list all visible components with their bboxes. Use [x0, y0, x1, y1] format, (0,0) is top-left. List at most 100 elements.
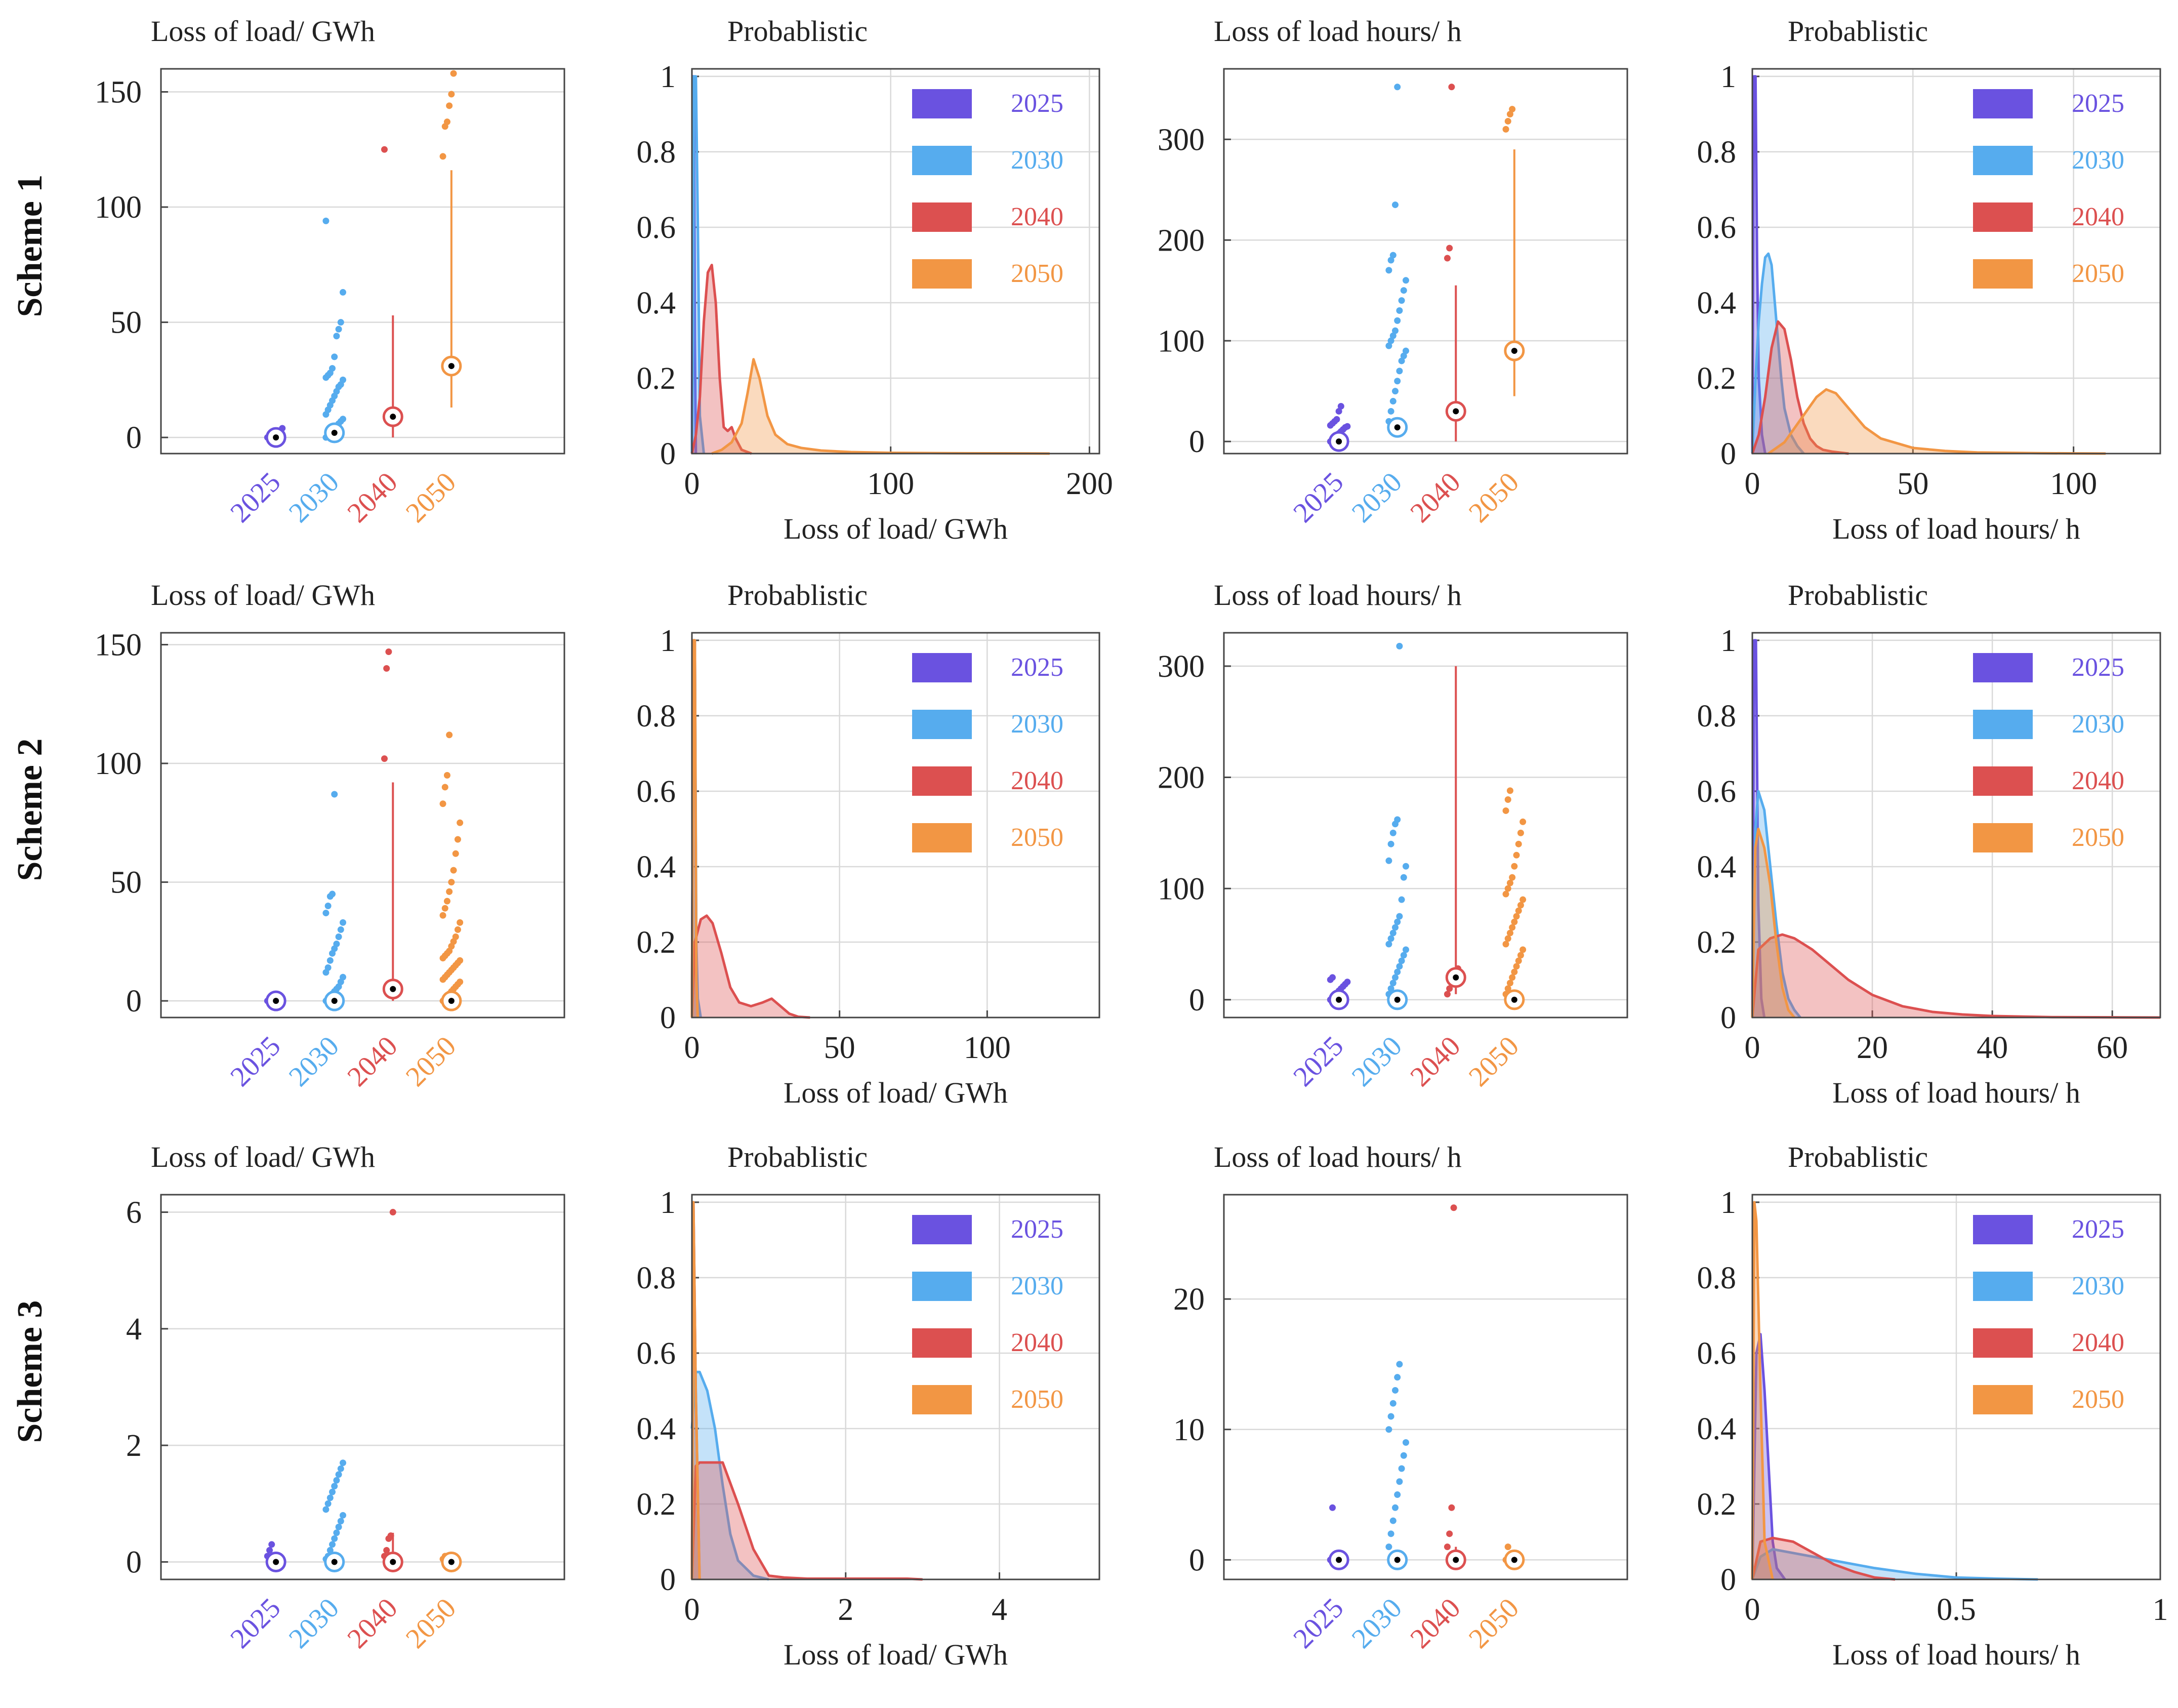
data-point: [337, 1465, 344, 1472]
data-point: [1448, 84, 1455, 91]
x-tick-label: 0: [684, 467, 700, 501]
data-point: [1337, 402, 1344, 410]
data-point: [389, 1209, 396, 1216]
panel-title: Probablistic: [1788, 579, 1928, 612]
plot-frame: [691, 68, 1100, 455]
data-point: [1506, 929, 1513, 937]
plot-frame: [691, 1194, 1100, 1580]
data-point: [329, 1488, 336, 1495]
data-point: [1385, 1426, 1392, 1433]
legend-swatch: [912, 653, 972, 682]
category-label: 2030: [1346, 466, 1408, 528]
data-point: [1444, 991, 1451, 998]
legend-swatch: [1973, 1328, 2033, 1358]
data-point: [454, 926, 461, 933]
strip-panel: 0 50 100 150 Loss of load/ GWh 20252030204020…: [95, 15, 565, 528]
plot-frame: [1751, 1194, 2161, 1580]
category-label: 2030: [283, 1592, 345, 1654]
data-point: [1400, 1452, 1407, 1459]
data-point: [335, 1523, 342, 1530]
y-tick-label: 0.2: [1697, 925, 1737, 960]
category-label: 2050: [400, 466, 462, 528]
category-label: 2025: [1287, 1592, 1349, 1654]
data-point: [1446, 985, 1453, 992]
data-point: [1502, 890, 1509, 898]
data-point: [340, 1512, 347, 1519]
median-dot: [1453, 408, 1459, 415]
data-point: [1398, 297, 1405, 304]
data-point: [457, 979, 464, 986]
density-line: [690, 914, 810, 1019]
data-point: [1394, 816, 1401, 823]
legend-swatch: [1973, 146, 2033, 175]
data-point: [1446, 1530, 1453, 1537]
data-point: [1506, 787, 1513, 794]
plot-frame: [1223, 68, 1628, 455]
data-point: [1387, 337, 1394, 344]
median-dot: [273, 1559, 279, 1565]
data-point: [1403, 347, 1410, 354]
y-tick-label: 50: [110, 866, 142, 900]
data-point: [1398, 957, 1405, 964]
median-dot: [390, 986, 396, 992]
data-point: [1450, 1204, 1457, 1211]
data-point: [1394, 84, 1401, 91]
y-tick-label: 0.2: [1697, 361, 1737, 396]
category-label: 2040: [341, 466, 403, 528]
median-dot: [448, 363, 455, 370]
data-point: [326, 957, 334, 964]
data-point: [1398, 1465, 1405, 1472]
data-point: [1394, 1374, 1401, 1381]
category-label: 2040: [1404, 1030, 1466, 1092]
legend-label: 2025: [1011, 89, 1063, 118]
y-tick-label: 1: [660, 1186, 676, 1220]
legend-label: 2050: [1011, 259, 1063, 288]
density-line: [1751, 1333, 1786, 1580]
x-tick-label: 40: [1977, 1031, 2008, 1065]
y-tick-label: 1: [1720, 60, 1736, 94]
data-point: [1519, 946, 1527, 953]
legend-swatch: [912, 259, 972, 289]
legend-label: 2025: [2072, 1215, 2124, 1244]
y-tick-label: 0.4: [1697, 1412, 1737, 1446]
legend-swatch: [1973, 1272, 2033, 1301]
plot-frame: [1223, 1194, 1628, 1580]
density-area: [712, 359, 1050, 454]
density-line: [1751, 827, 1795, 1019]
data-point: [335, 326, 342, 333]
legend-label: 2050: [2072, 823, 2124, 852]
legend-swatch: [912, 146, 972, 175]
data-point: [1394, 317, 1401, 324]
category-label: 2030: [283, 1030, 345, 1092]
density-area: [1752, 934, 2160, 1018]
legend: 2025 2030 2040 2050: [1973, 1215, 2124, 1414]
density-area: [1752, 1549, 2038, 1579]
y-tick-label: 10: [1173, 1413, 1205, 1447]
legend-label: 2040: [1011, 1328, 1063, 1357]
density-area: [692, 1462, 923, 1579]
data-point: [1504, 796, 1511, 803]
legend-label: 2050: [1011, 1385, 1063, 1414]
density-line: [1751, 1548, 2038, 1581]
legend-swatch: [912, 89, 972, 118]
data-point: [1502, 126, 1509, 133]
data-point: [1513, 851, 1520, 859]
data-point: [337, 319, 344, 326]
y-tick-label: 0.4: [637, 1412, 676, 1446]
legend-label: 2040: [2072, 766, 2124, 795]
data-point: [1396, 307, 1403, 314]
data-point: [1344, 979, 1351, 986]
y-tick-label: 0.8: [637, 135, 676, 170]
plot-frame: [160, 1194, 565, 1580]
data-point: [1396, 368, 1403, 375]
data-point: [324, 903, 332, 910]
legend-swatch: [912, 766, 972, 796]
legend-swatch: [912, 202, 972, 232]
data-point: [331, 791, 338, 798]
data-point: [1400, 287, 1407, 294]
median-dot: [331, 1559, 338, 1565]
data-point: [1344, 423, 1351, 430]
legend-label: 2025: [1011, 1215, 1063, 1244]
x-tick-label: 0: [684, 1031, 700, 1065]
